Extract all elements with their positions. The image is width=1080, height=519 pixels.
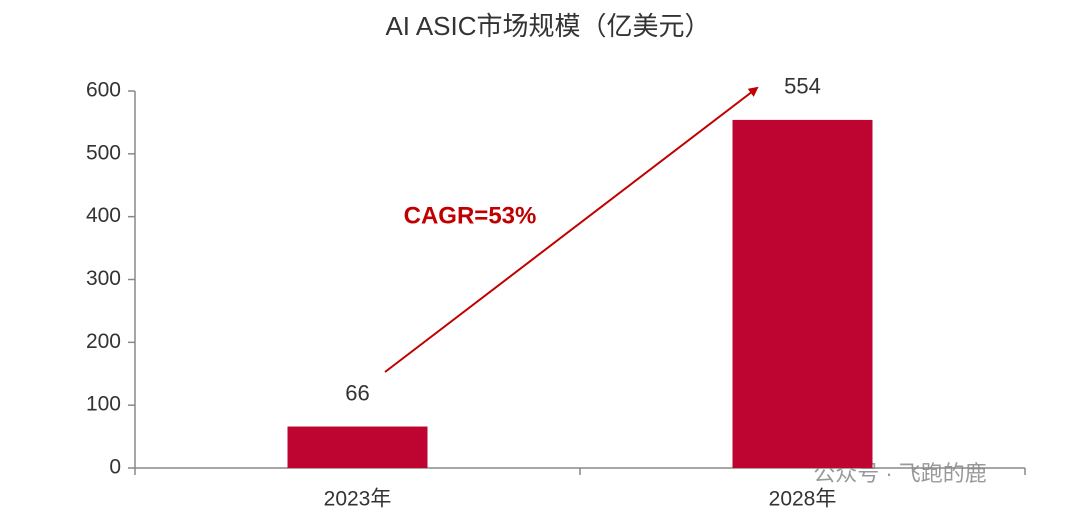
- growth-arrow: [384, 86, 759, 373]
- cagr-annotation: CAGR=53%: [404, 202, 537, 229]
- chart-title: AI ASIC市场规模（亿美元）: [385, 11, 710, 41]
- x-tick-label: 2028年: [769, 488, 837, 511]
- y-tick-label: 300: [86, 267, 121, 290]
- bar: [732, 119, 873, 469]
- y-tick-label: 500: [86, 141, 121, 164]
- value-label: 66: [345, 380, 369, 405]
- y-tick-label: 200: [86, 330, 121, 353]
- value-label: 554: [784, 74, 821, 99]
- x-tick-label: 2023年: [324, 488, 392, 511]
- y-tick-label: 100: [86, 393, 121, 416]
- bar: [287, 426, 428, 468]
- y-tick-label: 600: [86, 79, 121, 102]
- y-tick-label: 400: [86, 204, 121, 227]
- y-tick-label: 0: [109, 456, 121, 479]
